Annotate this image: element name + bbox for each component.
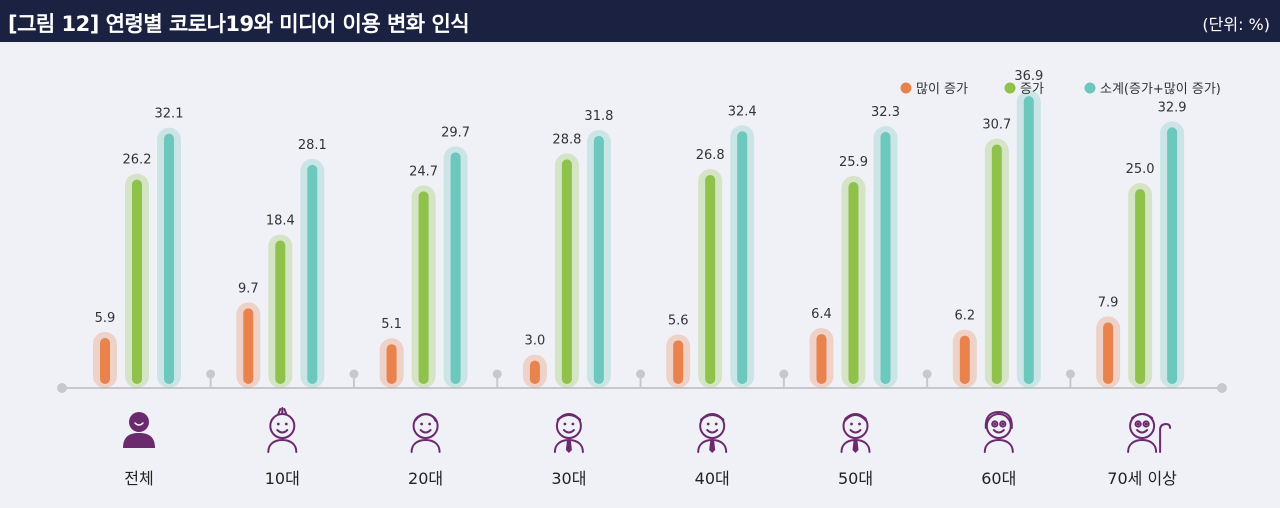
data-label: 30.7 — [982, 118, 1011, 133]
category-label: 10대 — [265, 469, 300, 488]
bar — [529, 360, 540, 384]
bar — [418, 191, 429, 384]
adult-tie-icon — [553, 413, 584, 453]
group-separator-dot — [779, 369, 789, 379]
bar — [673, 340, 684, 384]
legend-marker — [1004, 82, 1016, 94]
bar — [100, 337, 110, 384]
young-adult-icon — [410, 413, 441, 453]
bar — [386, 344, 397, 384]
data-label: 32.9 — [1158, 100, 1187, 115]
data-label: 6.4 — [811, 307, 832, 322]
bar — [848, 181, 859, 384]
bar — [737, 131, 748, 384]
category-label: 50대 — [838, 469, 873, 488]
legend-label: 증가 — [1020, 82, 1044, 97]
bar — [561, 159, 572, 384]
senior-icon — [983, 411, 1014, 453]
data-label: 31.8 — [584, 109, 613, 124]
adult-tie-icon — [697, 413, 728, 453]
bar — [593, 135, 604, 384]
bar — [959, 335, 970, 384]
category-label: 30대 — [551, 469, 586, 488]
data-label: 18.4 — [266, 213, 295, 228]
bar — [1023, 96, 1034, 385]
data-label: 29.7 — [441, 125, 470, 140]
category-label: 60대 — [981, 469, 1016, 488]
data-label: 32.4 — [728, 104, 757, 119]
bar — [991, 144, 1002, 384]
group-separator-dot — [492, 369, 502, 379]
bar — [816, 334, 827, 384]
bar — [1135, 189, 1146, 384]
data-label: 24.7 — [409, 164, 438, 179]
data-label: 32.3 — [871, 105, 900, 120]
bar-chart: 5.9 9.7 5.1 3.0 5.6 6.4 6.2 7.9 26.2 18.4 24.7 28.8… — [57, 69, 1227, 488]
data-label: 25.9 — [839, 155, 868, 170]
data-label: 5.1 — [381, 317, 402, 332]
data-label: 6.2 — [954, 309, 975, 324]
chart-title: [그림 12] 연령별 코로나19와 미디어 이용 변화 인식 — [8, 12, 470, 36]
data-label: 32.1 — [155, 107, 184, 122]
bar — [450, 152, 461, 384]
elder-cane-icon — [1127, 413, 1172, 453]
data-label: 3.0 — [525, 334, 546, 349]
legend-marker — [900, 82, 912, 94]
axis-end-dot — [57, 383, 67, 393]
data-label: 36.9 — [1014, 69, 1043, 84]
group-separator-dot — [349, 369, 359, 379]
legend-label: 소계(증가+많이 증가) — [1100, 82, 1221, 97]
bar — [705, 174, 716, 384]
group-separator-dot — [1065, 369, 1075, 379]
data-label: 5.6 — [668, 313, 689, 328]
data-label: 26.2 — [123, 153, 152, 168]
bar — [132, 179, 142, 384]
category-label: 20대 — [408, 469, 443, 488]
person-filled-icon — [123, 412, 155, 448]
legend-marker — [1084, 82, 1096, 94]
data-label: 25.0 — [1126, 162, 1155, 177]
bar — [243, 308, 254, 384]
data-label: 28.8 — [552, 132, 581, 147]
bar — [307, 164, 318, 384]
bar — [1103, 322, 1114, 384]
category-label: 전체 — [124, 469, 153, 488]
chart-panel: 5.9 9.7 5.1 3.0 5.6 6.4 6.2 7.9 26.2 18.4 24.7 28.8… — [0, 42, 1280, 508]
category-label: 70세 이상 — [1107, 469, 1177, 488]
bar — [880, 132, 891, 384]
child-icon — [267, 407, 298, 453]
group-separator-dot — [922, 369, 932, 379]
bar — [275, 240, 286, 384]
bar — [1167, 127, 1178, 384]
header-bar: [그림 12] 연령별 코로나19와 미디어 이용 변화 인식 (단위: %) — [0, 0, 1280, 42]
category-label: 40대 — [695, 469, 730, 488]
unit-label: (단위: %) — [1202, 15, 1270, 34]
data-label: 5.9 — [95, 311, 116, 326]
data-label: 9.7 — [238, 281, 259, 296]
data-label: 28.1 — [298, 138, 327, 153]
middle-age-icon — [840, 413, 871, 453]
bar — [164, 133, 174, 384]
axis-end-dot — [1217, 383, 1227, 393]
data-label: 7.9 — [1098, 295, 1119, 310]
group-separator-dot — [636, 369, 646, 379]
data-label: 26.8 — [696, 148, 725, 163]
legend-label: 많이 증가 — [916, 82, 968, 97]
group-separator-dot — [206, 369, 216, 379]
